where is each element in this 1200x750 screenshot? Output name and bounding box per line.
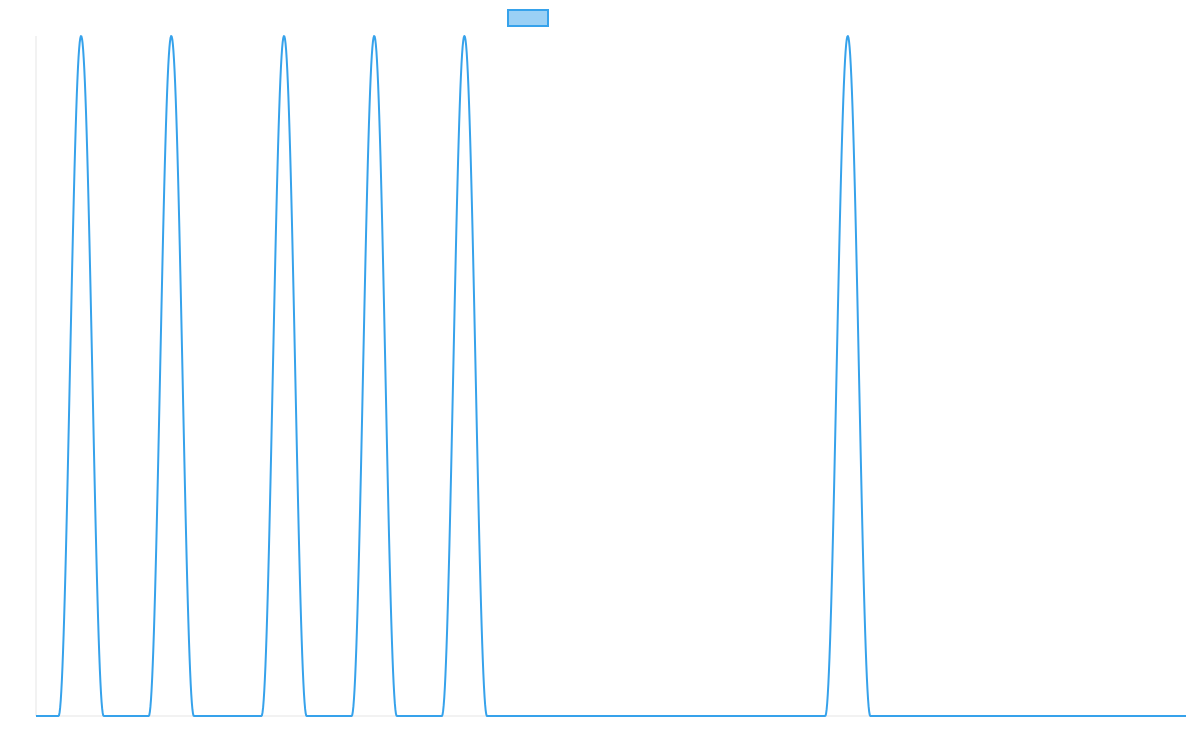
series-line-0 (35, 35, 1187, 717)
plot-area (35, 35, 1187, 717)
legend-swatch[interactable] (507, 9, 549, 27)
axes (35, 36, 1186, 717)
legend[interactable] (507, 9, 549, 27)
